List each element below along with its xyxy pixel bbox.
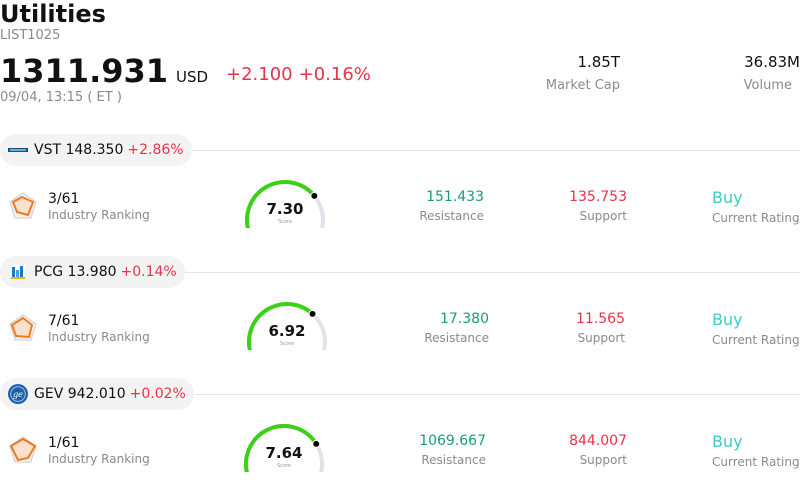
ranking-value: 7/61 bbox=[48, 313, 80, 329]
index-code: LIST1025 bbox=[0, 28, 61, 43]
rating-label: Current Rating bbox=[712, 211, 800, 225]
resistance-label: Resistance bbox=[419, 209, 484, 223]
resistance-value: 1069.667 bbox=[419, 433, 486, 449]
stock-ticker: PCG bbox=[34, 264, 64, 280]
radar-chart-icon bbox=[9, 436, 37, 463]
score-value: 7.30 bbox=[266, 200, 304, 218]
market-cap-label: Market Cap bbox=[545, 78, 620, 93]
divider bbox=[0, 150, 800, 151]
score-value: 7.64 bbox=[265, 444, 303, 462]
stock-price: 148.350 bbox=[65, 142, 124, 158]
resistance-value: 17.380 bbox=[440, 311, 489, 327]
gauge-indicator bbox=[308, 309, 317, 318]
divider bbox=[0, 394, 800, 395]
change-absolute: +2.100 bbox=[226, 64, 293, 85]
ranking-label: Industry Ranking bbox=[48, 208, 150, 222]
vistra-logo-icon bbox=[8, 140, 28, 160]
rating-buy[interactable]: Buy bbox=[712, 188, 743, 207]
resistance-value: 151.433 bbox=[426, 189, 484, 205]
score-value: 6.92 bbox=[268, 322, 306, 340]
stock-price: 942.010 bbox=[67, 386, 126, 402]
score-gauge bbox=[247, 302, 327, 350]
score-label: Score bbox=[277, 219, 292, 225]
stock-price: 13.980 bbox=[67, 264, 117, 280]
score-gauge bbox=[244, 424, 324, 472]
support-label: Support bbox=[579, 209, 627, 223]
stock-change: +0.02% bbox=[129, 386, 186, 402]
market-cap-value: 1.85T bbox=[577, 53, 620, 71]
timestamp: 09/04, 13:15 ( ET ) bbox=[0, 90, 122, 105]
stock-change: +2.86% bbox=[127, 142, 184, 158]
index-price: 1311.931 bbox=[0, 52, 169, 90]
radar-chart-icon bbox=[9, 192, 37, 219]
volume-value: 36.83M bbox=[744, 53, 800, 71]
stock-ticker: GEV bbox=[34, 386, 64, 402]
stock-pill-pcg[interactable]: PCG 13.980 +0.14% bbox=[0, 256, 185, 288]
rating-label: Current Rating bbox=[712, 333, 800, 347]
stock-ticker: VST bbox=[34, 142, 62, 158]
price-change: +2.100 +0.16% bbox=[226, 64, 377, 85]
resistance-label: Resistance bbox=[424, 331, 489, 345]
currency-label: USD bbox=[176, 68, 209, 86]
volume-label: Volume bbox=[743, 78, 792, 93]
rating-buy[interactable]: Buy bbox=[712, 310, 743, 329]
gauge-fill bbox=[245, 180, 317, 228]
ge-logo-icon: ge bbox=[8, 384, 28, 404]
gauge-fill bbox=[244, 424, 319, 472]
score-gauge bbox=[245, 180, 325, 228]
ranking-label: Industry Ranking bbox=[48, 452, 150, 466]
support-value: 135.753 bbox=[569, 189, 627, 205]
support-value: 11.565 bbox=[576, 311, 625, 327]
score-label: Score bbox=[276, 463, 291, 469]
page-title: Utilities bbox=[0, 0, 106, 28]
gauge-fill bbox=[247, 302, 315, 350]
stock-change: +0.14% bbox=[120, 264, 177, 280]
support-value: 844.007 bbox=[569, 433, 627, 449]
divider bbox=[0, 272, 800, 273]
score-label: Score bbox=[279, 341, 294, 347]
resistance-label: Resistance bbox=[421, 453, 486, 467]
gauge-indicator bbox=[310, 191, 319, 200]
support-label: Support bbox=[579, 453, 627, 467]
rating-buy[interactable]: Buy bbox=[712, 432, 743, 451]
ranking-label: Industry Ranking bbox=[48, 330, 150, 344]
svg-text:ge: ge bbox=[13, 389, 23, 399]
stock-pill-vst[interactable]: VST 148.350 +2.86% bbox=[0, 134, 192, 166]
stock-pill-gev[interactable]: ge GEV 942.010 +0.02% bbox=[0, 378, 194, 410]
gauge-indicator bbox=[312, 439, 321, 448]
support-label: Support bbox=[577, 331, 625, 345]
change-percent: +0.16% bbox=[298, 64, 371, 85]
ranking-value: 3/61 bbox=[48, 191, 80, 207]
rating-label: Current Rating bbox=[712, 455, 800, 469]
radar-chart-icon bbox=[9, 314, 37, 341]
pge-logo-icon bbox=[8, 262, 28, 282]
ranking-value: 1/61 bbox=[48, 435, 80, 451]
